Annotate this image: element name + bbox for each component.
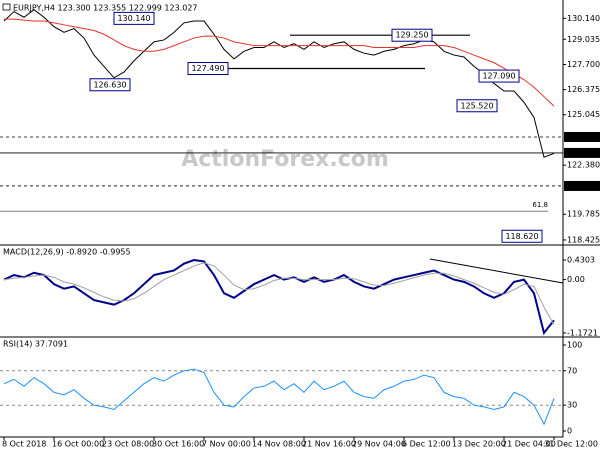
y-tick-label: 0.4303 <box>567 256 595 265</box>
annotation-label: 130.140 <box>117 14 150 23</box>
y-tick-label: 127.700 <box>567 60 600 69</box>
chart-header: EURJPY,H4 123.300 123.355 122.999 123.02… <box>13 4 198 13</box>
y-tick-label: 70 <box>567 366 577 375</box>
price-level-label: 123.027 <box>567 148 600 157</box>
series-line <box>3 368 555 426</box>
annotation-box <box>89 78 131 92</box>
y-tick-label: 0.00 <box>567 275 585 284</box>
rsi-header: RSI(14) 37.7091 <box>3 340 68 349</box>
x-tick-label: 23 Oct 08:00 <box>102 440 154 449</box>
y-tick-label: 118.425 <box>567 235 600 244</box>
annotation-box <box>113 11 155 25</box>
annotation-label: 129.250 <box>395 31 428 40</box>
x-tick-label: 30 Oct 16:00 <box>152 440 204 449</box>
watermark: ActionForex.com <box>181 147 389 172</box>
y-tick-label: -1.1721 <box>567 329 598 338</box>
price-level-box <box>564 131 600 142</box>
x-tick-label: 8 Oct 2018 <box>2 440 46 449</box>
y-tick-label: 129.035 <box>567 35 600 44</box>
y-tick-label: 100 <box>567 341 582 350</box>
annotation-label: 127.090 <box>482 72 515 81</box>
x-tick-label: 6 Dec 12:00 <box>402 440 451 449</box>
series-line <box>3 258 555 336</box>
macd-trendline <box>429 258 564 284</box>
x-tick-label: 29 Nov 04:00 <box>352 440 406 449</box>
series-line <box>3 9 555 158</box>
price-level-label: 121.280 <box>567 181 600 190</box>
y-tick-label: 126.375 <box>567 85 600 94</box>
annotation-label: 127.490 <box>191 64 224 73</box>
series-line <box>4 18 555 107</box>
annotation-box <box>391 28 433 42</box>
price-level-box <box>564 147 600 158</box>
annotation-label: 126.630 <box>93 80 126 89</box>
y-tick-label: 122.380 <box>567 161 600 170</box>
x-tick-label: 16 Oct 00:00 <box>52 440 104 449</box>
y-tick-label: 0 <box>567 427 572 436</box>
series-line <box>3 262 555 326</box>
y-tick-label: 30 <box>567 401 577 410</box>
annotation-box <box>187 61 229 75</box>
annotation-box <box>456 99 498 113</box>
macd-header: MACD(12,26,9) -0.8920 -0.9955 <box>3 248 131 257</box>
symbol-icon <box>2 3 11 11</box>
y-tick-label: 125.045 <box>567 110 600 119</box>
fibonacci-label: 61.8 <box>532 201 548 209</box>
annotation-box <box>478 69 520 83</box>
x-tick-label: 21 Nov 16:00 <box>302 440 356 449</box>
y-tick-label: 130.140 <box>567 14 600 23</box>
x-tick-label: 13 Dec 20:00 <box>452 440 506 449</box>
annotation-label: 125.520 <box>460 101 493 110</box>
price-level-box <box>564 180 600 191</box>
x-tick-label: 31 Dec 12:00 <box>544 440 598 449</box>
x-tick-label: 7 Nov 00:00 <box>202 440 251 449</box>
annotation-box <box>501 229 543 243</box>
price-level-label: 123.870 <box>567 132 600 141</box>
x-tick-label: 14 Nov 08:00 <box>252 440 306 449</box>
y-tick-label: 119.785 <box>567 210 600 219</box>
annotation-label: 118.620 <box>505 232 538 241</box>
x-tick-label: 21 Dec 04:00 <box>502 440 556 449</box>
